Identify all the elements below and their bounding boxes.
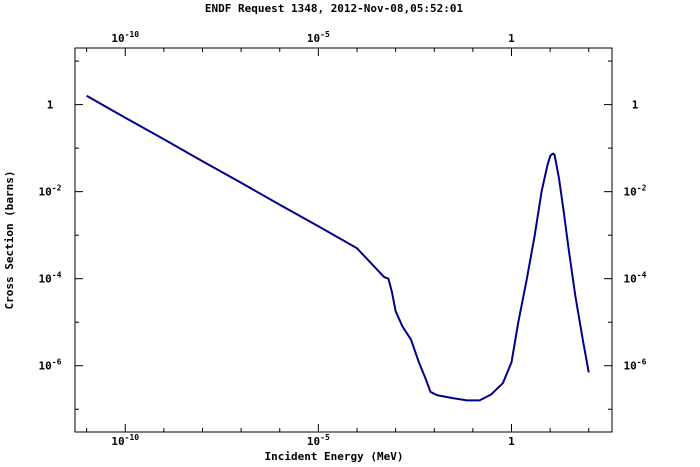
axis-ticks xyxy=(75,48,612,432)
series-line xyxy=(86,94,590,402)
y-tick-label-right: 10-2 xyxy=(624,184,647,199)
y-tick-label-left: 1 xyxy=(47,99,54,112)
x-tick-label-bottom: 1 xyxy=(508,435,515,448)
y-axis-label: Cross Section (barns) xyxy=(3,170,16,309)
y-tick-label-right: 10-4 xyxy=(624,271,647,286)
y-tick-label-right: 10-6 xyxy=(624,358,647,373)
x-axis-label: Incident Energy (MeV) xyxy=(264,450,403,463)
axis-tick-labels: 10-10 10-10 10-5 10-5 1 1 1 1 10-2 10-2 10-4 10-4 10… xyxy=(39,30,647,448)
x-tick-label-top: 10-10 xyxy=(111,30,139,45)
y-tick-label-left: 10-2 xyxy=(39,184,62,199)
chart-title: ENDF Request 1348, 2012-Nov-08,05:52:01 xyxy=(205,2,464,15)
x-tick-label-bottom: 10-10 xyxy=(111,433,139,448)
x-tick-label-bottom: 10-5 xyxy=(307,433,330,448)
y-tick-label-right: 1 xyxy=(632,99,639,112)
y-tick-label-left: 10-6 xyxy=(39,358,62,373)
y-tick-label-left: 10-4 xyxy=(39,271,62,286)
plot-frame xyxy=(74,47,613,433)
x-tick-label-top: 10-5 xyxy=(307,30,330,45)
x-tick-label-top: 1 xyxy=(508,32,515,45)
